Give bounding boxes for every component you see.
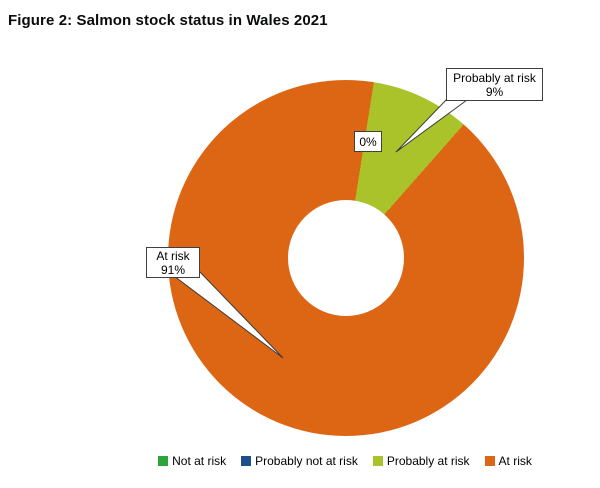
at-risk-label-text: At risk [156,248,190,263]
legend-swatch-at-risk [484,456,495,466]
legend-item-probably-not-at-risk: Probably not at risk [241,454,358,468]
donut-hole [288,200,404,316]
at-risk-label-value: 91% [160,262,186,277]
chart-legend: Not at risk Probably not at risk Probabl… [90,454,600,468]
data-label-at-risk: At risk 91% [146,247,200,278]
legend-item-probably-at-risk: Probably at risk [372,454,470,468]
legend-item-not-at-risk: Not at risk [158,454,226,468]
legend-label-not-at-risk: Not at risk [172,454,227,468]
legend-swatch-probably-not-at-risk [241,456,252,466]
legend-swatch-not-at-risk [158,456,169,466]
legend-label-at-risk: At risk [498,454,532,468]
chart-title: Figure 2: Salmon stock status in Wales 2… [8,12,328,29]
legend-label-probably-at-risk: Probably at risk [386,454,470,468]
zero-percent-text: 0% [359,134,377,149]
legend-label-probably-not-at-risk: Probably not at risk [255,454,358,468]
data-label-zero-percent: 0% [354,131,382,152]
data-label-probably-at-risk: Probably at risk 9% [446,68,543,101]
legend-item-at-risk: At risk [484,454,532,468]
legend-swatch-probably-at-risk [372,456,383,466]
probably-at-risk-label-value: 9% [485,84,504,99]
donut-chart [168,80,524,436]
probably-at-risk-label-text: Probably at risk [453,70,536,85]
